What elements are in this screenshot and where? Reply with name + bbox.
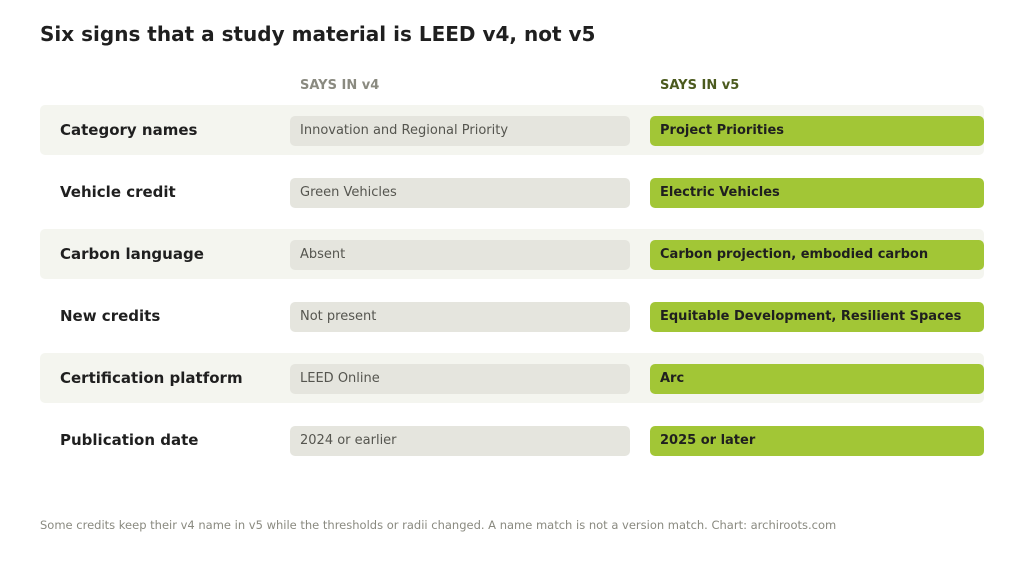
table-row: New credits Not present Equitable Develo…: [40, 291, 984, 341]
v5-value-pill: Electric Vehicles: [650, 178, 984, 208]
table-row: Category names Innovation and Regional P…: [40, 105, 984, 155]
v5-value-pill: Arc: [650, 364, 984, 394]
chart-title: Six signs that a study material is LEED …: [40, 22, 596, 46]
table-row: Certification platform LEED Online Arc: [40, 353, 984, 403]
column-header-v4: SAYS IN v4: [300, 78, 380, 93]
v4-value-pill: Not present: [290, 302, 630, 332]
table-row: Vehicle credit Green Vehicles Electric V…: [40, 167, 984, 217]
table-row: Publication date 2024 or earlier 2025 or…: [40, 415, 984, 465]
v4-value-pill: 2024 or earlier: [290, 426, 630, 456]
row-label: Certification platform: [60, 369, 243, 387]
row-label: New credits: [60, 307, 161, 325]
v5-value-pill: Project Priorities: [650, 116, 984, 146]
v4-value-pill: Green Vehicles: [290, 178, 630, 208]
v5-value-pill: Carbon projection, embodied carbon: [650, 240, 984, 270]
row-label: Category names: [60, 121, 198, 139]
comparison-table: Category names Innovation and Regional P…: [40, 105, 984, 477]
v5-value-pill: Equitable Development, Resilient Spaces: [650, 302, 984, 332]
table-row: Carbon language Absent Carbon projection…: [40, 229, 984, 279]
v5-value-pill: 2025 or later: [650, 426, 984, 456]
v4-value-pill: Absent: [290, 240, 630, 270]
column-header-v5: SAYS IN v5: [660, 78, 740, 93]
footnote: Some credits keep their v4 name in v5 wh…: [40, 518, 837, 532]
row-label: Publication date: [60, 431, 199, 449]
row-label: Vehicle credit: [60, 183, 176, 201]
row-label: Carbon language: [60, 245, 204, 263]
v4-value-pill: LEED Online: [290, 364, 630, 394]
v4-value-pill: Innovation and Regional Priority: [290, 116, 630, 146]
